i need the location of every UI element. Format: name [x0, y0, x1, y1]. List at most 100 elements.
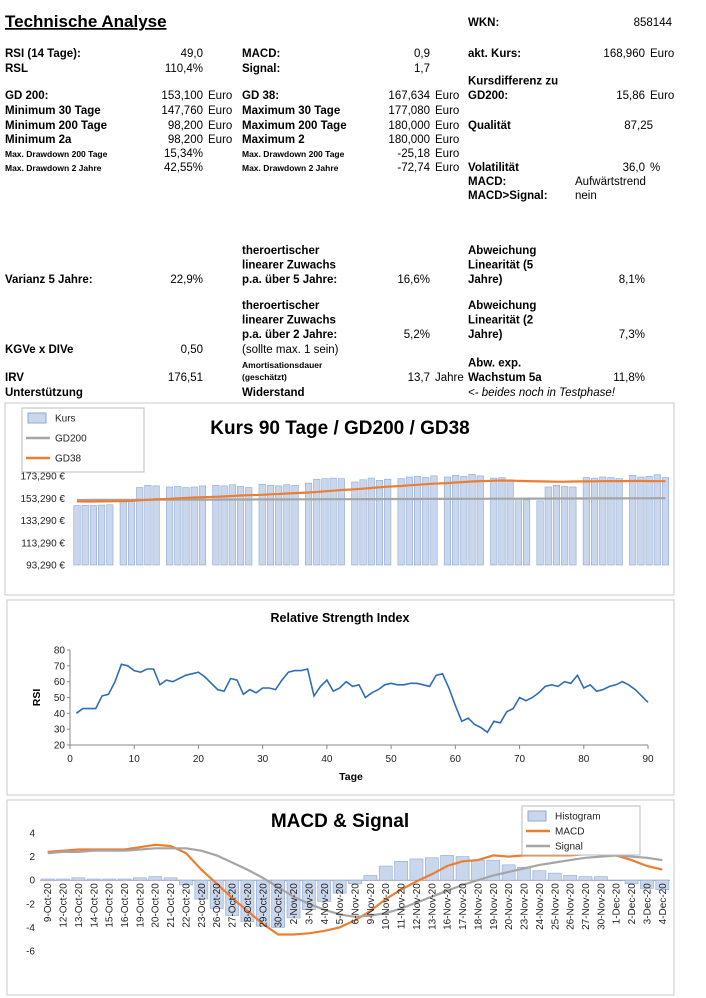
- field-label: GD200:: [468, 90, 508, 102]
- series-line: [77, 497, 666, 502]
- field-value: 42,55%: [164, 162, 203, 174]
- legend-label: Histogram: [555, 812, 601, 823]
- field-value: 36,0: [623, 162, 645, 174]
- bar: [640, 879, 654, 889]
- bar: [375, 480, 383, 566]
- y-tick-label: 70: [54, 661, 66, 672]
- bar: [228, 484, 236, 566]
- x-tick-label: 30-Nov-20: [596, 883, 607, 930]
- field-unit: Euro: [435, 90, 459, 102]
- y-tick-label: 50: [54, 693, 66, 704]
- field-label: Kursdifferenz zu: [468, 76, 558, 88]
- bar: [378, 865, 393, 881]
- bar: [514, 498, 522, 566]
- bar: [440, 855, 455, 881]
- bar: [637, 476, 645, 566]
- bar: [106, 504, 114, 566]
- field-label: Max. Drawdown 2 Jahre: [242, 163, 339, 173]
- x-tick-label: 1-Dec-20: [612, 883, 623, 925]
- bar: [591, 477, 599, 566]
- x-tick-label: 4-Dec-20: [658, 883, 669, 925]
- bar: [653, 474, 661, 566]
- bar: [536, 500, 544, 566]
- field-value: 180,000: [388, 120, 430, 132]
- field-label: Max. Drawdown 200 Tage: [5, 149, 108, 159]
- field-label: IRV: [5, 372, 24, 384]
- bar: [552, 485, 561, 566]
- bar: [283, 484, 291, 566]
- y-axis-label: RSI: [31, 689, 43, 707]
- field-unit: Euro: [435, 162, 459, 174]
- field-value: 5,2%: [404, 329, 430, 341]
- bar: [317, 879, 332, 902]
- field-unit: Euro: [208, 105, 232, 117]
- x-tick-label: 30: [257, 754, 269, 765]
- y-tick-label: 80: [54, 646, 66, 657]
- bar: [179, 879, 193, 886]
- bar: [544, 486, 552, 566]
- field-label: Linearität (2: [468, 315, 533, 327]
- field-value: 13,7: [408, 372, 430, 384]
- x-tick-label: 15-Oct-20: [105, 883, 116, 928]
- bar: [582, 477, 590, 566]
- x-tick-label: 20: [193, 754, 205, 765]
- field-label: Varianz 5 Jahre:: [5, 274, 93, 286]
- field-label: akt. Kurs:: [468, 48, 521, 60]
- x-tick-label: 25-Nov-20: [550, 883, 561, 930]
- field-value: 98,200: [168, 120, 203, 132]
- y-tick-label: -4: [26, 923, 35, 934]
- x-tick-label: 11-Nov-20: [397, 883, 408, 929]
- bar: [313, 478, 321, 566]
- x-tick-label: 20-Oct-20: [151, 883, 162, 928]
- y-tick-label: 4: [29, 829, 35, 840]
- bar: [609, 879, 624, 882]
- field-label: Abw. exp.: [468, 358, 521, 370]
- x-tick-label: 2-Nov-20: [289, 883, 300, 925]
- field-label: GD 200:: [5, 90, 48, 102]
- bar: [89, 505, 97, 566]
- x-tick-label: 28-Oct-20: [243, 883, 254, 928]
- bar: [594, 876, 608, 881]
- bar: [321, 478, 329, 566]
- bar: [271, 879, 286, 928]
- x-tick-label: 24-Nov-20: [535, 883, 546, 930]
- field-label: Max. Drawdown 2 Jahre: [5, 163, 102, 173]
- bar: [363, 875, 378, 881]
- bar: [476, 475, 484, 566]
- page-title: Technische Analyse: [5, 12, 167, 31]
- bar: [615, 478, 623, 566]
- field-value: nein: [575, 190, 597, 202]
- x-tick-label: 12-Oct-20: [59, 883, 70, 928]
- bar: [71, 877, 86, 881]
- bar: [304, 482, 313, 566]
- field-label: Jahre): [468, 274, 503, 286]
- field-value: 0,50: [181, 344, 203, 356]
- field-label: Abweichung: [468, 300, 536, 312]
- x-tick-label: 22-Oct-20: [181, 883, 192, 928]
- y-tick-label: 30: [54, 725, 66, 736]
- field-label: Widerstand: [242, 387, 305, 399]
- field-unit: Euro: [208, 90, 232, 102]
- field-value: 168,960: [603, 48, 645, 60]
- field-value: 180,000: [388, 134, 430, 146]
- field-value: 1,7: [414, 63, 430, 75]
- x-tick-label: 10: [129, 754, 141, 765]
- bar: [661, 477, 670, 566]
- bar: [275, 485, 283, 566]
- bar: [367, 477, 375, 566]
- bar: [329, 477, 337, 566]
- x-tick-label: 50: [386, 754, 398, 765]
- field-value: 0,9: [414, 48, 430, 60]
- bar: [245, 487, 253, 566]
- field-value: 167,634: [388, 90, 430, 102]
- legend-label: Kurs: [55, 414, 76, 425]
- field-value: 176,51: [168, 372, 203, 384]
- chart-title: Kurs 90 Tage / GD200 / GD38: [210, 418, 469, 439]
- x-tick-label: 23-Nov-20: [520, 883, 531, 930]
- y-tick-label: 153,290 €: [21, 494, 66, 505]
- bar: [117, 878, 132, 881]
- field-unit: Euro: [435, 148, 459, 160]
- field-label: Unterstützung: [5, 387, 83, 399]
- field-label: Jahre): [468, 329, 503, 341]
